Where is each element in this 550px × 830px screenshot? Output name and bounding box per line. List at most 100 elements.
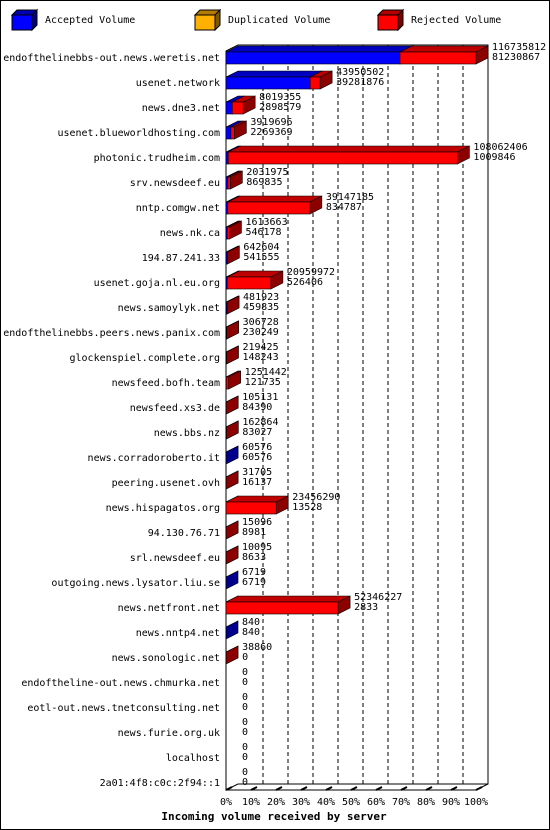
value-label: 0 xyxy=(242,702,248,713)
value-label: 162864 xyxy=(242,417,278,428)
y-tick-label: newsfeed.xs3.de xyxy=(130,403,220,414)
x-tick xyxy=(475,786,483,791)
legend-swatch xyxy=(194,14,216,31)
y-tick-label: news.bbs.nz xyxy=(154,428,220,439)
x-tick-label: 10% xyxy=(242,797,260,808)
value-label: 38860 xyxy=(242,642,272,653)
legend-swatch xyxy=(377,14,399,31)
value-label: 1009846 xyxy=(473,152,515,163)
value-label: 116735812 xyxy=(492,42,546,53)
value-label: 0 xyxy=(242,677,248,688)
bar-accepted xyxy=(225,51,401,65)
value-label: 306728 xyxy=(243,317,279,328)
legend-label: Duplicated Volume xyxy=(228,15,330,26)
value-label: 2833 xyxy=(354,602,378,613)
y-tick-label: news.hispagatos.org xyxy=(106,503,220,514)
x-tick-label: 80% xyxy=(417,797,435,808)
y-tick-label: news.sonologic.net xyxy=(112,653,220,664)
value-label: 0 xyxy=(242,652,248,663)
value-label: 83027 xyxy=(242,427,272,438)
bar-rejected xyxy=(309,76,321,90)
y-tick-label: news.dne3.net xyxy=(142,103,220,114)
y-tick-label: srv.newsdeef.eu xyxy=(130,178,220,189)
value-label: 15096 xyxy=(242,517,272,528)
bar-rejected xyxy=(226,276,272,290)
x-tick-label: 60% xyxy=(367,797,385,808)
bar-rejected-top xyxy=(227,195,322,203)
bar-rejected xyxy=(231,101,244,115)
x-tick-label: 40% xyxy=(317,797,335,808)
value-label: 0 xyxy=(242,727,248,738)
bar-rejected xyxy=(230,126,235,140)
x-tick xyxy=(450,786,458,791)
bar-rejected xyxy=(225,376,229,390)
x-tick xyxy=(350,786,358,791)
value-label: 0 xyxy=(242,742,248,753)
x-tick xyxy=(250,786,258,791)
x-tick-label: 30% xyxy=(292,797,310,808)
legend-label: Accepted Volume xyxy=(45,15,135,26)
bar-rejected xyxy=(226,226,230,240)
y-tick-label: srl.newsdeef.eu xyxy=(130,553,220,564)
y-tick-label: usenet.network xyxy=(136,78,220,89)
value-label: 108062406 xyxy=(473,142,527,153)
x-tick xyxy=(425,786,433,791)
y-tick-label: nntp.comgw.net xyxy=(136,203,220,214)
x-tick-label: 90% xyxy=(442,797,460,808)
legend-label: Rejected Volume xyxy=(411,15,501,26)
value-label: 13528 xyxy=(292,502,322,513)
x-axis-title: Incoming volume received by server xyxy=(161,810,387,823)
value-label: 219425 xyxy=(242,342,278,353)
value-label: 642604 xyxy=(243,242,279,253)
y-tick-label: news.nk.ca xyxy=(160,228,220,239)
x-tick-label: 70% xyxy=(392,797,410,808)
bar-rejected xyxy=(227,201,311,215)
y-tick-label: eotl-out.news.tnetconsulting.net xyxy=(27,703,220,714)
value-label: 3919696 xyxy=(250,117,292,128)
value-label: 148243 xyxy=(242,352,278,363)
bar-rejected-top xyxy=(399,45,489,53)
value-label: 2031975 xyxy=(246,167,288,178)
bar-accepted xyxy=(225,151,229,165)
bar-accepted xyxy=(225,101,233,115)
x-tick-label: 0% xyxy=(220,797,232,808)
value-label: 16137 xyxy=(242,477,272,488)
value-label: 6719 xyxy=(242,567,266,578)
x-tick xyxy=(400,786,408,791)
value-label: 1613663 xyxy=(245,217,287,228)
y-tick-label: endoftheline-out.news.chmurka.net xyxy=(21,678,220,689)
y-tick-label: usenet.blueworldhosting.com xyxy=(57,128,220,139)
value-label: 39147185 xyxy=(326,192,374,203)
y-tick-label: news.furie.org.uk xyxy=(118,728,220,739)
value-label: 834787 xyxy=(326,202,362,213)
value-label: 541555 xyxy=(243,252,279,263)
y-tick-label: 2a01:4f8:c0c:2f94::1 xyxy=(100,778,220,789)
value-label: 481923 xyxy=(243,292,279,303)
value-label: 0 xyxy=(242,717,248,728)
y-tick-label: glockenspiel.complete.org xyxy=(69,353,220,364)
x-tick-label: 20% xyxy=(267,797,285,808)
value-label: 105131 xyxy=(242,392,278,403)
y-tick-label: localhost xyxy=(166,753,220,764)
legend-swatch xyxy=(11,14,33,31)
value-label: 23456290 xyxy=(292,492,340,503)
y-tick-label: 194.87.241.33 xyxy=(142,253,220,264)
value-label: 121735 xyxy=(245,377,281,388)
value-label: 39281876 xyxy=(336,77,384,88)
y-tick-label: endofthelinebbs-out.news.weretis.net xyxy=(3,53,220,64)
value-label: 0 xyxy=(242,767,248,778)
value-label: 84390 xyxy=(242,402,272,413)
value-label: 60576 xyxy=(242,452,272,463)
y-tick-label: endofthelinebbs.peers.news.panix.com xyxy=(3,328,220,339)
value-label: 8019355 xyxy=(259,92,301,103)
value-label: 840 xyxy=(242,617,260,628)
y-tick-label: news.corradoroberto.it xyxy=(88,453,220,464)
y-tick-label: newsfeed.bofh.team xyxy=(112,378,220,389)
value-label: 0 xyxy=(242,777,248,788)
bar-rejected-top xyxy=(225,595,351,603)
value-label: 0 xyxy=(242,752,248,763)
y-tick-label: news.samoylyk.net xyxy=(118,303,220,314)
x-tick xyxy=(225,786,233,791)
bar-accepted xyxy=(225,76,311,90)
